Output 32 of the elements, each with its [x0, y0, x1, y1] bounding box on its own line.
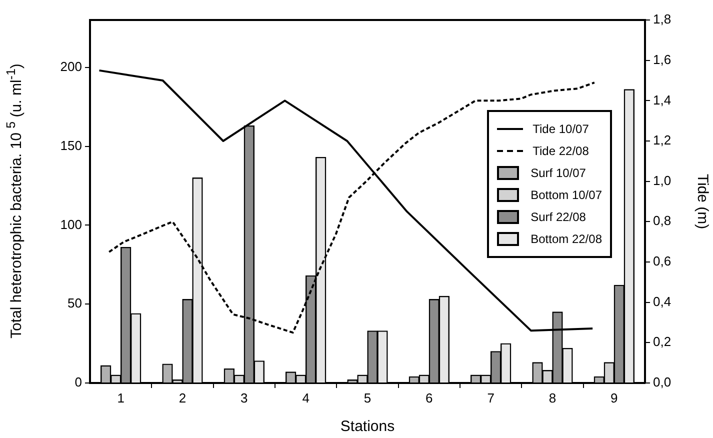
y2-tick-label: 0,2	[653, 334, 672, 350]
legend-label: Bottom 10/07	[530, 188, 602, 202]
x-tick-label: 2	[178, 390, 186, 406]
legend-label: Tide 22/08	[532, 144, 589, 158]
y-tick-label: 100	[60, 216, 82, 232]
x-tick-label: 9	[610, 390, 618, 406]
y2-tick-label: 0,0	[653, 374, 672, 390]
y2-tick-label: 0,4	[653, 294, 672, 309]
x-axis-title: Stations	[340, 418, 395, 436]
x-tick-label: 1	[117, 390, 124, 406]
y-tick-label: 0	[74, 374, 82, 390]
y2-tick-label: 0,6	[653, 254, 672, 269]
x-tick-label: 8	[548, 390, 556, 406]
x-tick-label: 4	[302, 390, 310, 406]
y2-tick-label: 0,8	[653, 213, 672, 228]
y2-tick-label: 1,4	[653, 92, 672, 108]
x-tick-label: 3	[240, 390, 248, 406]
y2-tick-label: 1,6	[653, 52, 672, 67]
y-tick-label: 200	[60, 58, 82, 74]
legend-label: Surf 22/08	[530, 210, 586, 224]
y-tick-label: 150	[60, 138, 82, 153]
x-tick-label: 6	[426, 390, 433, 406]
legend-label: Bottom 22/08	[530, 232, 602, 246]
legend-label: Surf 10/07	[530, 166, 586, 180]
y2-tick-label: 1,8	[653, 12, 672, 27]
x-tick-label: 7	[487, 390, 494, 406]
y-tick-label: 50	[68, 296, 82, 311]
y2-axis-title: Tide (m)	[694, 174, 711, 230]
y2-tick-label: 1,0	[653, 172, 672, 188]
y2-tick-label: 1,2	[653, 132, 672, 148]
x-tick-label: 5	[364, 390, 372, 406]
legend-label: Tide 10/07	[532, 122, 589, 136]
